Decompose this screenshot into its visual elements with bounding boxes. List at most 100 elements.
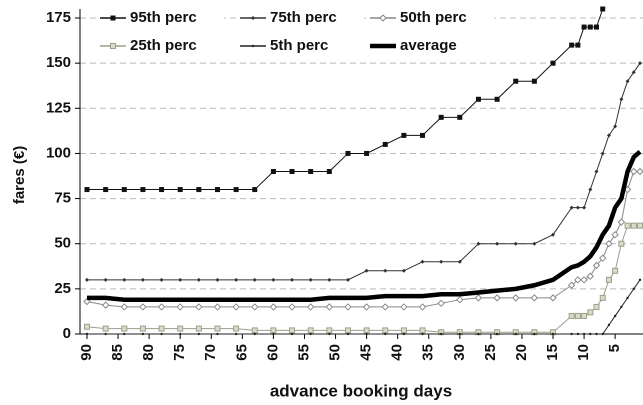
series-line: [87, 149, 642, 302]
legend: 95th perc 75th perc 50th perc 25th perc 5th …: [96, 8, 494, 56]
marker: [549, 294, 557, 302]
series-line: [86, 171, 640, 308]
x-tick-label: 20: [513, 344, 530, 361]
marker: [400, 303, 408, 311]
marker: [177, 187, 183, 193]
marker: [216, 332, 219, 336]
marker: [345, 150, 351, 156]
marker: [234, 332, 238, 336]
marker: [418, 303, 427, 311]
marker: [419, 327, 426, 334]
marker: [638, 61, 642, 66]
marker: [475, 96, 481, 102]
marker: [139, 325, 146, 332]
x-tick-label: 25: [482, 344, 499, 361]
marker: [120, 303, 128, 311]
marker: [588, 187, 593, 192]
marker: [495, 241, 500, 246]
marker: [574, 276, 582, 284]
marker: [495, 332, 499, 336]
marker: [632, 287, 635, 291]
marker: [325, 303, 334, 311]
marker: [104, 332, 107, 336]
x-tick-label: 15: [544, 344, 561, 361]
marker: [232, 303, 240, 311]
marker: [158, 325, 165, 332]
y-tick-label: 150: [46, 54, 71, 71]
marker: [290, 332, 294, 336]
marker: [177, 325, 184, 332]
marker: [582, 205, 587, 210]
legend-label: average: [400, 37, 457, 54]
marker: [214, 325, 221, 332]
legend-label: 75th perc: [270, 9, 337, 26]
marker: [569, 205, 574, 210]
marker: [575, 205, 580, 210]
marker: [605, 276, 612, 283]
marker: [271, 277, 276, 282]
legend-label: 50th perc: [400, 9, 467, 26]
marker: [306, 303, 315, 311]
marker: [308, 277, 313, 282]
marker: [233, 325, 240, 332]
marker: [326, 169, 332, 174]
marker: [514, 332, 517, 336]
x-tick-label: 80: [140, 344, 157, 361]
marker: [613, 124, 618, 129]
marker: [636, 167, 643, 176]
marker: [512, 294, 520, 302]
legend-bg: [366, 36, 478, 56]
legend-label: 25th perc: [130, 37, 197, 54]
x-tick-label: 75: [171, 344, 188, 361]
marker: [438, 114, 444, 120]
marker: [364, 268, 369, 273]
marker: [587, 24, 593, 30]
marker: [626, 296, 629, 300]
marker: [110, 43, 116, 49]
marker: [346, 332, 350, 336]
y-tick-label: 175: [46, 9, 71, 26]
marker: [160, 332, 163, 336]
marker: [272, 332, 275, 336]
x-tick-label: 70: [202, 344, 219, 361]
x-tick-label: 30: [451, 344, 468, 361]
marker: [103, 277, 108, 282]
marker: [382, 327, 389, 334]
marker: [141, 332, 145, 336]
legend-bg: [96, 36, 224, 56]
marker: [607, 323, 611, 327]
marker: [102, 325, 109, 332]
x-tick-label: 35: [420, 344, 437, 361]
marker: [251, 327, 258, 334]
marker: [233, 187, 239, 193]
marker: [140, 187, 146, 193]
marker: [568, 312, 575, 319]
marker: [382, 141, 388, 147]
marker: [344, 303, 352, 311]
marker: [574, 312, 581, 319]
legend-bg: [96, 8, 224, 28]
marker: [619, 97, 624, 102]
y-axis-label: fares (€): [11, 146, 28, 204]
marker: [606, 133, 611, 138]
marker: [600, 151, 605, 156]
marker: [365, 332, 368, 336]
marker: [594, 24, 600, 30]
marker: [214, 187, 220, 193]
marker: [589, 332, 592, 336]
marker: [581, 24, 587, 30]
marker: [630, 167, 638, 176]
marker: [576, 332, 580, 336]
marker: [421, 332, 424, 336]
marker: [122, 277, 127, 282]
marker: [550, 60, 556, 66]
marker: [474, 294, 483, 302]
marker: [575, 42, 581, 48]
marker: [195, 325, 202, 332]
marker: [307, 327, 314, 334]
marker: [570, 332, 573, 336]
marker: [308, 169, 314, 174]
marker: [420, 259, 425, 264]
marker: [103, 187, 109, 193]
marker: [582, 332, 586, 336]
